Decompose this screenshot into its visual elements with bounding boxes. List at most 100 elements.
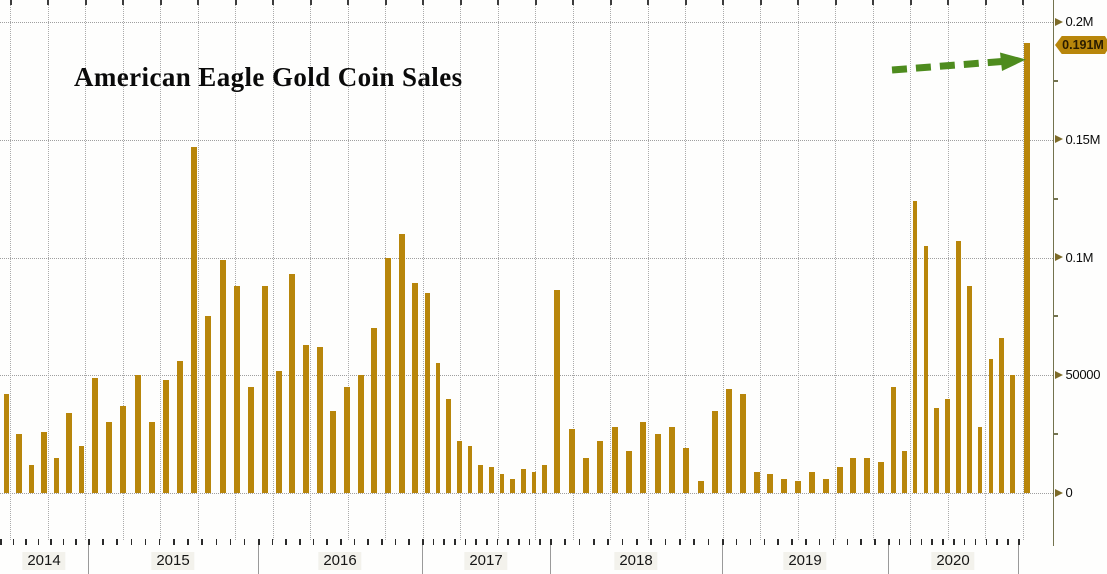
x-axis-top-tick <box>459 0 462 5</box>
bar <box>977 427 983 493</box>
x-axis-month-tick <box>443 539 445 545</box>
bar <box>808 471 815 493</box>
h-gridline <box>0 257 1053 259</box>
bar <box>456 441 462 493</box>
v-gridline <box>47 0 49 540</box>
year-separator <box>550 545 551 574</box>
x-axis-month-tick <box>394 539 397 545</box>
v-gridline <box>1022 0 1024 540</box>
bar <box>289 273 296 493</box>
x-axis-month-tick <box>650 539 652 545</box>
bar <box>611 427 618 493</box>
year-label: 2015 <box>151 552 195 570</box>
x-axis-month-tick <box>158 539 161 545</box>
x-axis-month-tick <box>777 539 779 545</box>
x-axis-month-tick <box>1018 539 1020 545</box>
bar <box>625 450 632 493</box>
x-axis-month-tick <box>37 539 40 545</box>
bar <box>597 441 604 493</box>
v-gridline <box>947 0 949 540</box>
x-axis-month-tick <box>215 539 217 545</box>
x-axis-top-tick <box>422 0 424 5</box>
bar <box>120 405 127 493</box>
bar <box>912 200 918 493</box>
ytick-label: 0.1M <box>1054 250 1093 265</box>
bar <box>467 445 473 493</box>
x-axis-top-tick <box>9 0 12 5</box>
bar <box>531 471 537 493</box>
x-axis-month-tick <box>953 539 955 545</box>
x-axis-month-tick <box>475 539 477 545</box>
x-axis-month-tick <box>909 539 912 545</box>
bar <box>923 245 929 493</box>
x-axis-month-tick <box>888 539 890 545</box>
x-axis-month-tick <box>75 539 77 545</box>
bar <box>934 408 940 493</box>
x-axis-month-tick <box>187 539 189 545</box>
x-axis-month-tick <box>381 539 383 545</box>
x-axis-month-tick <box>722 539 724 545</box>
bar <box>247 387 254 493</box>
bar <box>781 478 788 493</box>
x-axis-month-tick <box>312 539 315 545</box>
bar <box>1024 43 1030 493</box>
x-axis-month-tick <box>931 539 933 545</box>
bar <box>554 290 561 493</box>
v-gridline <box>460 0 461 540</box>
bar <box>435 363 441 493</box>
bar <box>66 412 72 493</box>
x-axis-top-tick <box>309 0 312 5</box>
v-gridline <box>235 0 236 540</box>
x-axis-top-tick <box>684 0 687 5</box>
bar <box>205 316 212 493</box>
bar <box>697 481 704 493</box>
x-axis-month-tick <box>0 539 2 545</box>
x-axis-month-tick <box>285 539 287 545</box>
x-axis-month-tick <box>326 539 328 545</box>
x-axis-month-tick <box>749 539 752 545</box>
bar <box>1010 375 1015 493</box>
bar <box>520 469 526 493</box>
bar <box>478 464 483 493</box>
bar <box>384 257 391 493</box>
h-gridline <box>0 375 1053 377</box>
x-axis-month-tick <box>528 539 531 545</box>
year-label: 2020 <box>931 552 975 570</box>
ytick-text: 50000 <box>1065 367 1101 383</box>
v-gridline <box>872 0 874 540</box>
bar <box>901 450 907 493</box>
v-gridline <box>497 0 499 540</box>
bar <box>412 283 419 493</box>
bar <box>106 422 113 493</box>
year-separator <box>1018 545 1019 574</box>
x-axis-month-tick <box>12 539 15 545</box>
x-axis-month-tick <box>707 539 710 545</box>
x-axis-month-tick <box>173 539 175 545</box>
x-axis-month-tick <box>340 539 342 545</box>
v-gridline <box>310 0 311 540</box>
v-gridline <box>347 0 349 540</box>
bar <box>767 474 774 493</box>
bar <box>233 285 240 493</box>
bar <box>330 410 337 493</box>
x-axis-top-tick <box>984 0 987 5</box>
x-axis-month-tick <box>636 539 638 545</box>
x-axis-month-tick <box>805 539 807 545</box>
x-axis-top-tick <box>84 0 87 5</box>
chart-title: American Eagle Gold Coin Sales <box>74 62 463 92</box>
year-separator <box>258 545 259 574</box>
bar <box>956 241 961 493</box>
bar <box>582 457 589 493</box>
bar <box>3 394 10 493</box>
ytick-label: 0.2M <box>1054 14 1093 29</box>
x-axis-month-tick <box>50 539 52 545</box>
x-axis-top-tick <box>272 0 274 5</box>
y-axis-minor-tick <box>1052 197 1058 200</box>
x-axis-month-tick <box>144 539 147 545</box>
x-axis-top-tick <box>197 0 199 5</box>
x-axis-month-tick <box>496 539 499 545</box>
bar <box>499 474 505 493</box>
x-axis-month-tick <box>258 539 260 545</box>
bar <box>177 361 184 493</box>
x-axis-month-tick <box>1007 539 1009 545</box>
